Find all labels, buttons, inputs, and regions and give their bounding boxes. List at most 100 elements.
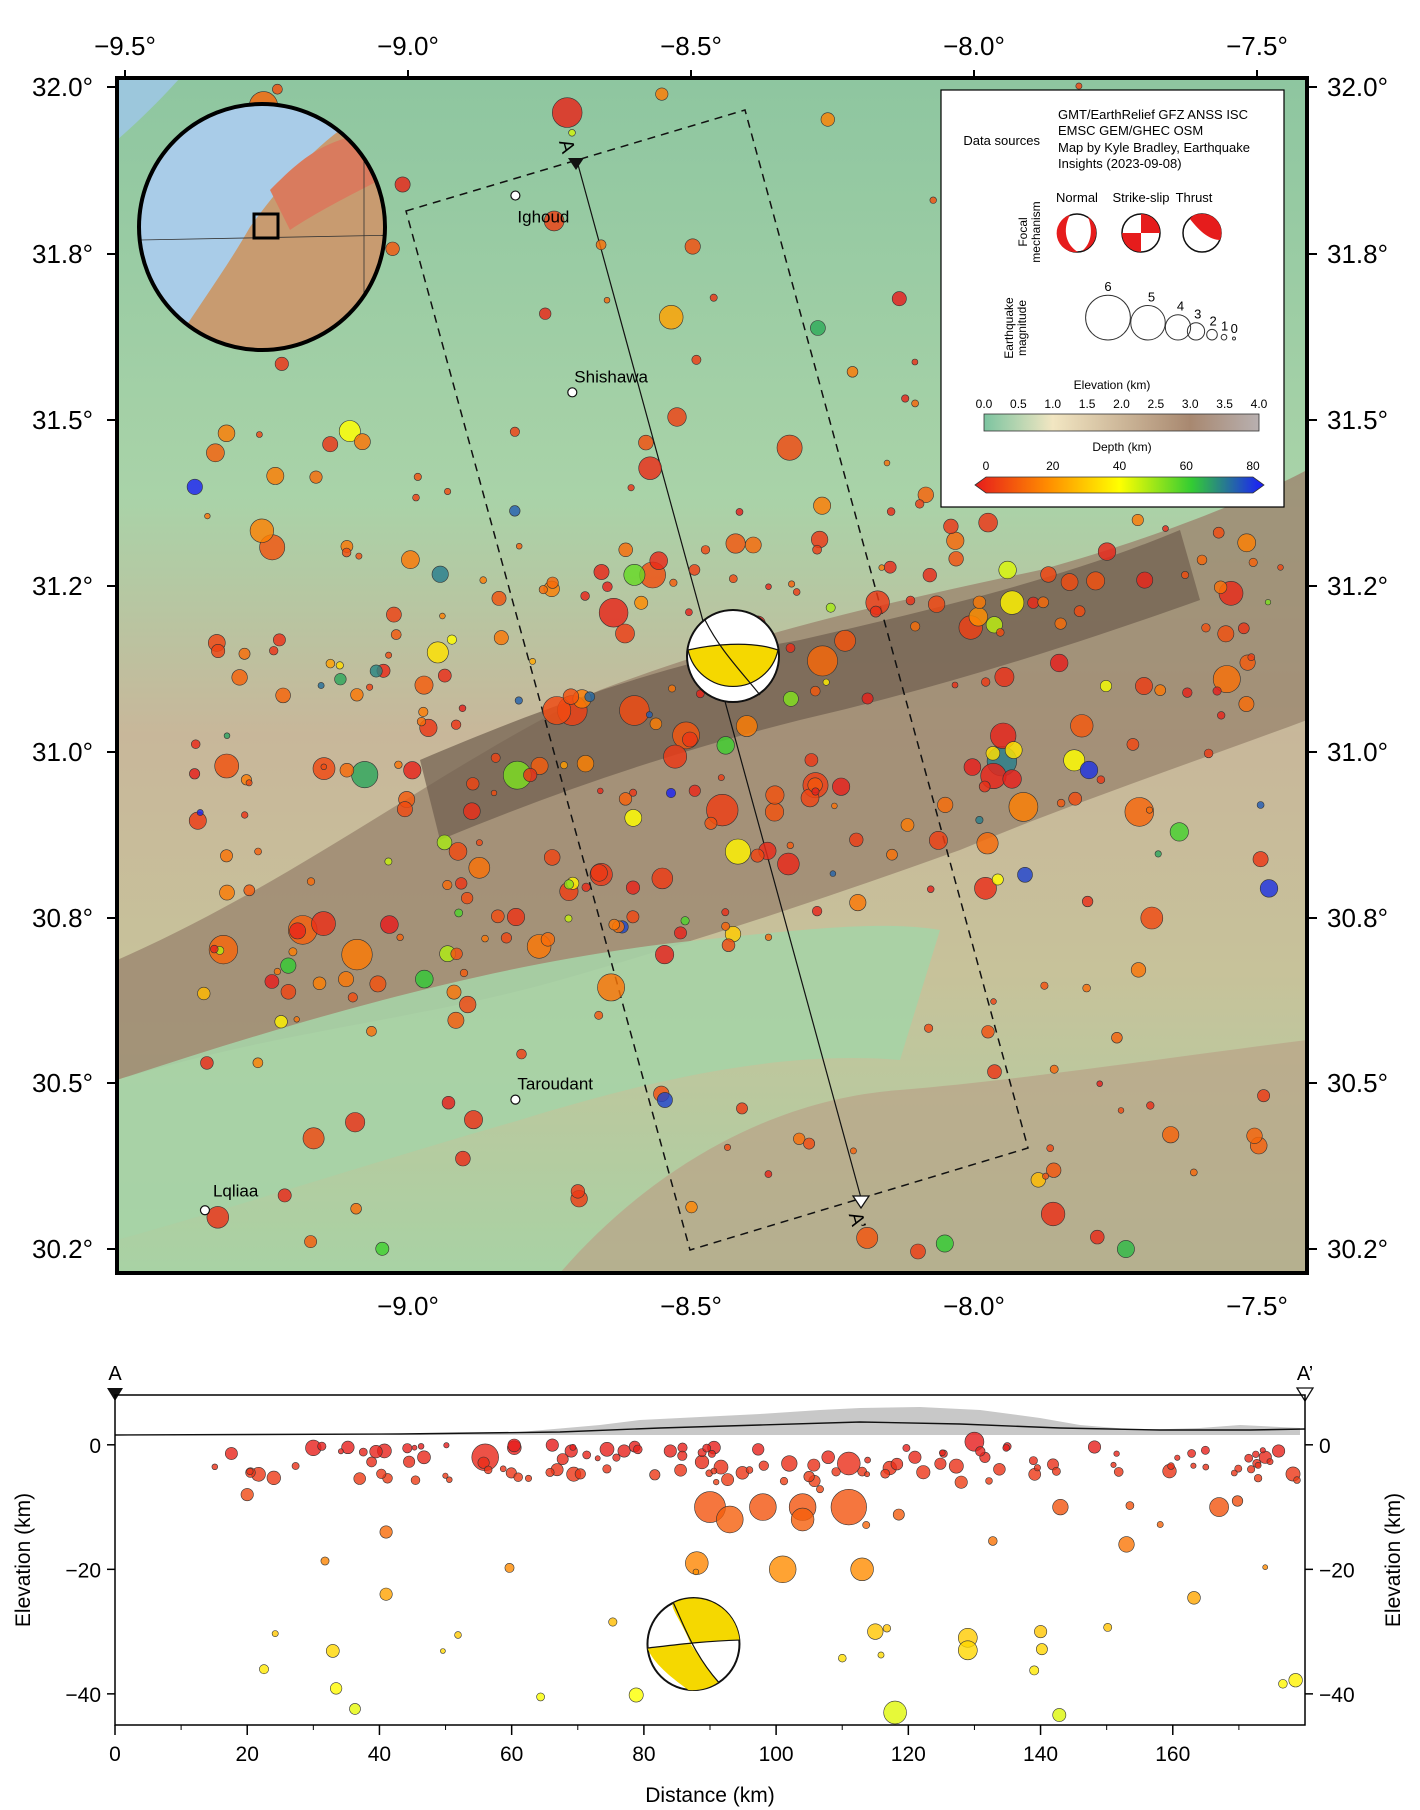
earthquake-marker bbox=[1190, 1168, 1198, 1177]
earthquake-marker bbox=[401, 550, 420, 570]
magnitude-circle bbox=[1130, 304, 1166, 341]
earthquake-marker bbox=[901, 394, 910, 403]
earthquake-marker bbox=[807, 645, 838, 677]
xs-earthquake-marker bbox=[602, 1464, 612, 1474]
earthquake-marker bbox=[1277, 564, 1284, 571]
earthquake-marker bbox=[1124, 797, 1155, 827]
earthquake-marker bbox=[200, 1056, 214, 1070]
earthquake-marker bbox=[1050, 653, 1069, 673]
magnitude-circle bbox=[1220, 333, 1228, 341]
earthquake-marker bbox=[723, 1143, 731, 1151]
earthquake-marker bbox=[1040, 566, 1057, 583]
xs-y-label-right: Elevation (km) bbox=[1382, 1493, 1405, 1627]
earthquake-marker bbox=[597, 973, 626, 1002]
earthquake-marker bbox=[976, 832, 999, 855]
xs-earthquake-marker bbox=[545, 1467, 555, 1477]
xs-earthquake-marker bbox=[403, 1455, 416, 1468]
earthquake-marker bbox=[721, 938, 736, 952]
earthquake-marker bbox=[320, 763, 327, 770]
earthquake-marker bbox=[1256, 801, 1265, 809]
xs-earthquake-marker bbox=[1288, 1673, 1303, 1688]
xs-earthquake-marker bbox=[337, 1448, 344, 1455]
earthquake-marker bbox=[1257, 1089, 1270, 1103]
topography-line bbox=[114, 1421, 1306, 1436]
earthquake-marker bbox=[910, 1243, 926, 1260]
xs-earthquake-marker bbox=[1244, 1453, 1253, 1463]
earthquake-marker bbox=[626, 910, 640, 924]
earthquake-marker bbox=[450, 947, 463, 960]
focal-title-2: mechanism bbox=[1029, 201, 1043, 262]
xs-earthquake-marker bbox=[271, 1630, 279, 1637]
earthquake-marker bbox=[490, 909, 505, 924]
focal-title-1: Focal bbox=[1016, 217, 1030, 246]
elevation-tick-label: 2.5 bbox=[1148, 397, 1165, 411]
magnitude-label: 4 bbox=[1177, 299, 1184, 314]
earthquake-marker bbox=[975, 815, 984, 824]
xs-x-tick-label: 100 bbox=[759, 1743, 794, 1766]
depth-tick-label: 60 bbox=[1180, 459, 1194, 473]
xs-earthquake-marker bbox=[411, 1444, 418, 1451]
earthquake-marker bbox=[418, 706, 429, 717]
earthquake-marker bbox=[475, 839, 483, 846]
earthquake-marker bbox=[197, 986, 211, 1001]
xs-x-tick-label: 140 bbox=[1023, 1743, 1058, 1766]
city-markers: Ighoud Shishawa Taroudant Lqliaa bbox=[199, 190, 649, 1216]
earthquake-marker bbox=[803, 1137, 815, 1150]
focal-normal-icon bbox=[1056, 213, 1097, 253]
lat-label-right: 31.8° bbox=[1327, 239, 1388, 269]
earthquake-marker bbox=[963, 758, 982, 776]
earthquake-marker bbox=[688, 564, 701, 576]
earthquake-marker bbox=[416, 716, 427, 727]
earthquake-marker bbox=[717, 774, 725, 781]
xs-earthquake-marker bbox=[1118, 1536, 1135, 1553]
earthquake-marker bbox=[915, 499, 925, 509]
xs-earthquake-marker bbox=[417, 1443, 425, 1450]
earthquake-marker bbox=[929, 831, 948, 850]
earthquake-marker bbox=[338, 971, 354, 988]
earthquake-marker bbox=[304, 1235, 317, 1248]
elevation-tick-label: 0.0 bbox=[976, 397, 993, 411]
earthquake-marker bbox=[369, 975, 387, 993]
magnitude-circle bbox=[1164, 314, 1192, 341]
earthquake-marker bbox=[765, 785, 785, 805]
earthquake-marker bbox=[451, 719, 462, 730]
earthquake-marker bbox=[493, 630, 509, 646]
earthquake-marker bbox=[764, 802, 784, 822]
earthquake-marker bbox=[514, 696, 523, 705]
xs-earthquake-marker bbox=[402, 1443, 413, 1454]
xs-earthquake-marker bbox=[1156, 1521, 1164, 1528]
earthquake-marker bbox=[1068, 791, 1082, 806]
earthquake-marker bbox=[668, 684, 676, 693]
magnitude-label: 5 bbox=[1148, 289, 1155, 304]
xs-earthquake-marker bbox=[443, 1442, 450, 1449]
earthquake-marker bbox=[241, 811, 249, 819]
xs-earthquake-marker bbox=[628, 1687, 644, 1703]
xs-earthquake-marker bbox=[830, 1488, 867, 1526]
earthquake-marker bbox=[657, 1092, 673, 1108]
xs-earthquake-marker bbox=[803, 1470, 815, 1483]
elevation-tick-label: 3.5 bbox=[1216, 397, 1233, 411]
earthquake-marker bbox=[624, 809, 643, 827]
xs-earthquake-marker bbox=[599, 1442, 615, 1457]
magnitude-circle bbox=[1232, 336, 1236, 341]
xs-earthquake-marker bbox=[446, 1476, 453, 1483]
earthquake-marker bbox=[1203, 748, 1214, 759]
xs-earthquake-marker bbox=[1231, 1469, 1238, 1477]
xs-x-label: Distance (km) bbox=[645, 1784, 775, 1807]
xs-earthquake-marker bbox=[985, 1477, 993, 1485]
earthquake-marker bbox=[1040, 1201, 1066, 1227]
earthquake-marker bbox=[721, 908, 730, 917]
xs-y-label-left: Elevation (km) bbox=[12, 1493, 35, 1627]
earthquake-marker bbox=[593, 564, 610, 580]
earthquake-marker bbox=[562, 688, 580, 705]
earthquake-marker bbox=[891, 291, 907, 307]
lon-label-top: −8.0° bbox=[943, 31, 1005, 61]
earthquake-marker bbox=[1162, 1126, 1180, 1144]
cross-section-earthquakes bbox=[211, 1431, 1303, 1725]
earthquake-marker bbox=[530, 757, 549, 775]
earthquake-marker bbox=[1086, 571, 1106, 591]
xs-earthquake-marker bbox=[536, 1692, 545, 1702]
earthquake-marker bbox=[491, 591, 507, 606]
xs-earthquake-marker bbox=[890, 1457, 904, 1471]
